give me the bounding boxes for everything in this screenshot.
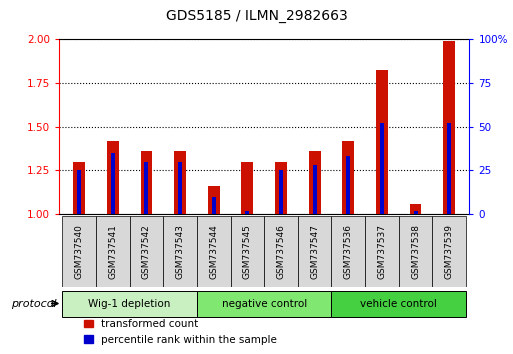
Text: vehicle control: vehicle control [360, 298, 437, 308]
Text: GSM737541: GSM737541 [108, 224, 117, 279]
FancyBboxPatch shape [230, 216, 264, 287]
Bar [242, 161, 253, 214]
Bar [245, 211, 249, 214]
Bar [107, 141, 119, 214]
Text: GSM737543: GSM737543 [175, 224, 185, 279]
FancyBboxPatch shape [331, 291, 466, 317]
FancyBboxPatch shape [197, 216, 230, 287]
Text: GSM737536: GSM737536 [344, 224, 353, 279]
Text: GSM737539: GSM737539 [445, 224, 453, 279]
Text: GSM737547: GSM737547 [310, 224, 319, 279]
FancyBboxPatch shape [163, 216, 197, 287]
Bar [447, 123, 451, 214]
FancyBboxPatch shape [197, 291, 331, 317]
Bar [111, 153, 115, 214]
Text: GSM737538: GSM737538 [411, 224, 420, 279]
Bar [312, 165, 317, 214]
Bar [174, 151, 186, 214]
Bar [413, 211, 418, 214]
FancyBboxPatch shape [264, 216, 298, 287]
Text: GSM737546: GSM737546 [277, 224, 286, 279]
Text: negative control: negative control [222, 298, 307, 308]
Text: GDS5185 / ILMN_2982663: GDS5185 / ILMN_2982663 [166, 9, 347, 23]
FancyBboxPatch shape [432, 216, 466, 287]
Text: GSM737544: GSM737544 [209, 224, 218, 279]
Bar [73, 161, 85, 214]
Bar [443, 41, 455, 214]
FancyBboxPatch shape [298, 216, 331, 287]
Bar [342, 141, 354, 214]
Bar [275, 161, 287, 214]
Bar [279, 170, 283, 214]
Bar [77, 170, 81, 214]
Bar [208, 186, 220, 214]
Bar [141, 151, 152, 214]
Bar [212, 197, 216, 214]
Bar [346, 156, 350, 214]
Text: GSM737542: GSM737542 [142, 224, 151, 279]
FancyBboxPatch shape [331, 216, 365, 287]
Bar [380, 123, 384, 214]
FancyBboxPatch shape [130, 216, 163, 287]
Legend: transformed count, percentile rank within the sample: transformed count, percentile rank withi… [80, 315, 282, 349]
FancyBboxPatch shape [399, 216, 432, 287]
Text: protocol: protocol [11, 298, 56, 308]
Bar [410, 204, 422, 214]
Bar [178, 161, 182, 214]
FancyBboxPatch shape [365, 216, 399, 287]
Bar [145, 161, 148, 214]
FancyBboxPatch shape [63, 291, 197, 317]
Text: GSM737545: GSM737545 [243, 224, 252, 279]
Bar [309, 151, 321, 214]
FancyBboxPatch shape [96, 216, 130, 287]
Bar [376, 70, 388, 214]
Text: GSM737537: GSM737537 [378, 224, 386, 279]
Text: Wig-1 depletion: Wig-1 depletion [88, 298, 171, 308]
Text: GSM737540: GSM737540 [75, 224, 84, 279]
FancyBboxPatch shape [63, 216, 96, 287]
